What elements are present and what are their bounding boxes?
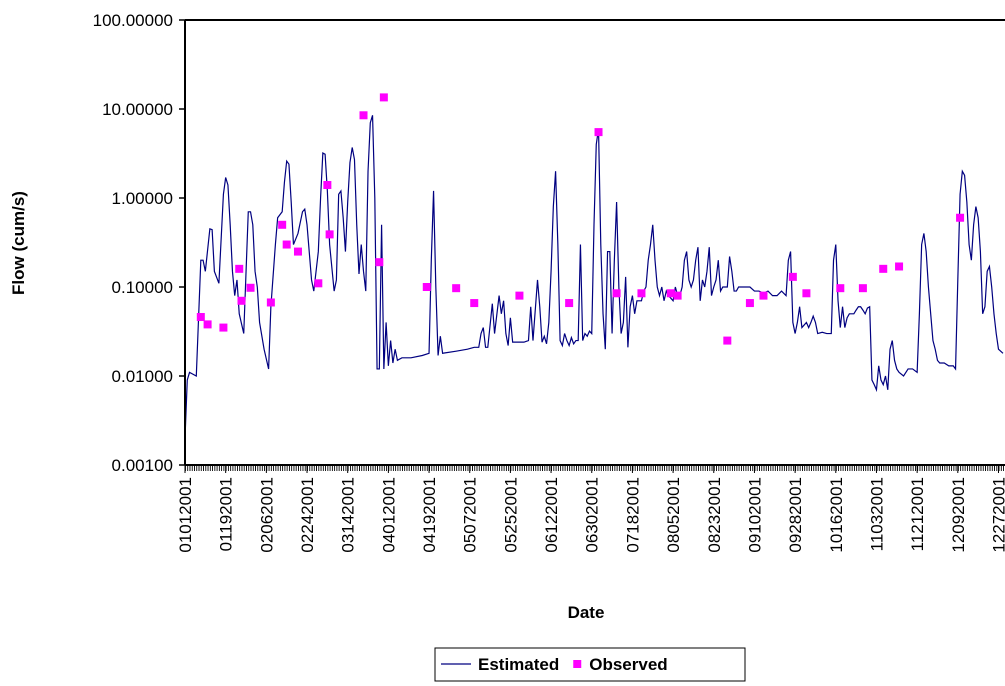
y-tick-label: 1.00000	[112, 189, 173, 208]
x-axis-label: Date	[568, 603, 605, 622]
x-tick-label: 12272001	[989, 477, 1005, 553]
y-tick-label: 0.00100	[112, 456, 173, 475]
x-tick-label: 02242001	[298, 477, 317, 553]
x-tick-label: 04012001	[379, 477, 398, 553]
observed-point	[594, 128, 603, 137]
observed-point	[375, 258, 384, 267]
observed-point	[219, 323, 228, 332]
estimated-line	[184, 115, 1004, 439]
observed-point	[723, 336, 732, 345]
y-tick-label: 10.00000	[102, 100, 173, 119]
x-tick-label: 11212001	[908, 477, 927, 551]
minor-ticks	[185, 465, 1005, 471]
y-tick-label: 100.00000	[93, 11, 173, 30]
observed-point	[879, 264, 888, 273]
x-tick-label: 02062001	[257, 477, 276, 553]
observed-point	[895, 262, 904, 271]
x-tick-label: 01012001	[176, 477, 195, 553]
x-tick-label: 08052001	[664, 477, 683, 553]
legend-label: Observed	[589, 655, 667, 674]
observed-point	[282, 240, 291, 249]
observed-point	[745, 299, 754, 308]
observed-point	[788, 272, 797, 281]
observed-point	[956, 213, 965, 222]
x-tick-label: 06302001	[583, 477, 602, 553]
observed-point	[379, 93, 388, 102]
legend-label: Estimated	[478, 655, 559, 674]
observed-point	[293, 247, 302, 256]
legend: Estimated Observed	[434, 647, 746, 682]
x-tick-label: 10162001	[827, 477, 846, 553]
x-tick-label: 03142001	[339, 477, 358, 553]
observed-point	[612, 289, 621, 298]
x-tick-label: 08232001	[705, 477, 724, 553]
observed-point	[278, 220, 287, 229]
observed-point	[325, 230, 334, 239]
observed-point	[666, 289, 675, 298]
observed-point	[515, 291, 524, 300]
x-tick-label: 09102001	[745, 477, 764, 553]
observed-point	[196, 313, 205, 322]
observed-point	[858, 284, 867, 293]
observed-point	[246, 283, 255, 292]
legend-box	[434, 647, 746, 682]
observed-point	[359, 111, 368, 120]
y-tick-label: 0.01000	[112, 367, 173, 386]
observed-point	[565, 299, 574, 308]
legend-marker	[573, 660, 582, 668]
observed-point	[452, 284, 461, 293]
observed-point	[323, 180, 332, 189]
x-tick-label: 06122001	[542, 477, 561, 553]
y-tick-label: 0.10000	[112, 278, 173, 297]
x-tick-label: 01192001	[217, 477, 236, 551]
observed-point	[802, 289, 811, 298]
observed-point	[237, 296, 246, 305]
x-tick-label: 05072001	[461, 477, 480, 553]
observed-point	[470, 299, 479, 308]
x-tick-label: 05252001	[501, 477, 520, 553]
x-tick-label: 07182001	[623, 477, 642, 553]
y-axis-label: Flow (cum/s)	[9, 191, 28, 295]
x-tick-label: 12092001	[949, 477, 968, 553]
observed-point	[637, 289, 646, 298]
observed-point	[673, 291, 682, 300]
observed-point	[203, 320, 212, 329]
observed-point	[836, 284, 845, 293]
x-tick-label: 04192001	[420, 477, 439, 553]
observed-point	[266, 298, 275, 307]
observed-point	[314, 279, 323, 288]
observed-point	[422, 283, 431, 291]
observed-point	[235, 264, 244, 273]
x-tick-label: 09282001	[786, 477, 805, 553]
x-tick-label: 11032001	[867, 477, 886, 551]
observed-point	[759, 291, 768, 300]
